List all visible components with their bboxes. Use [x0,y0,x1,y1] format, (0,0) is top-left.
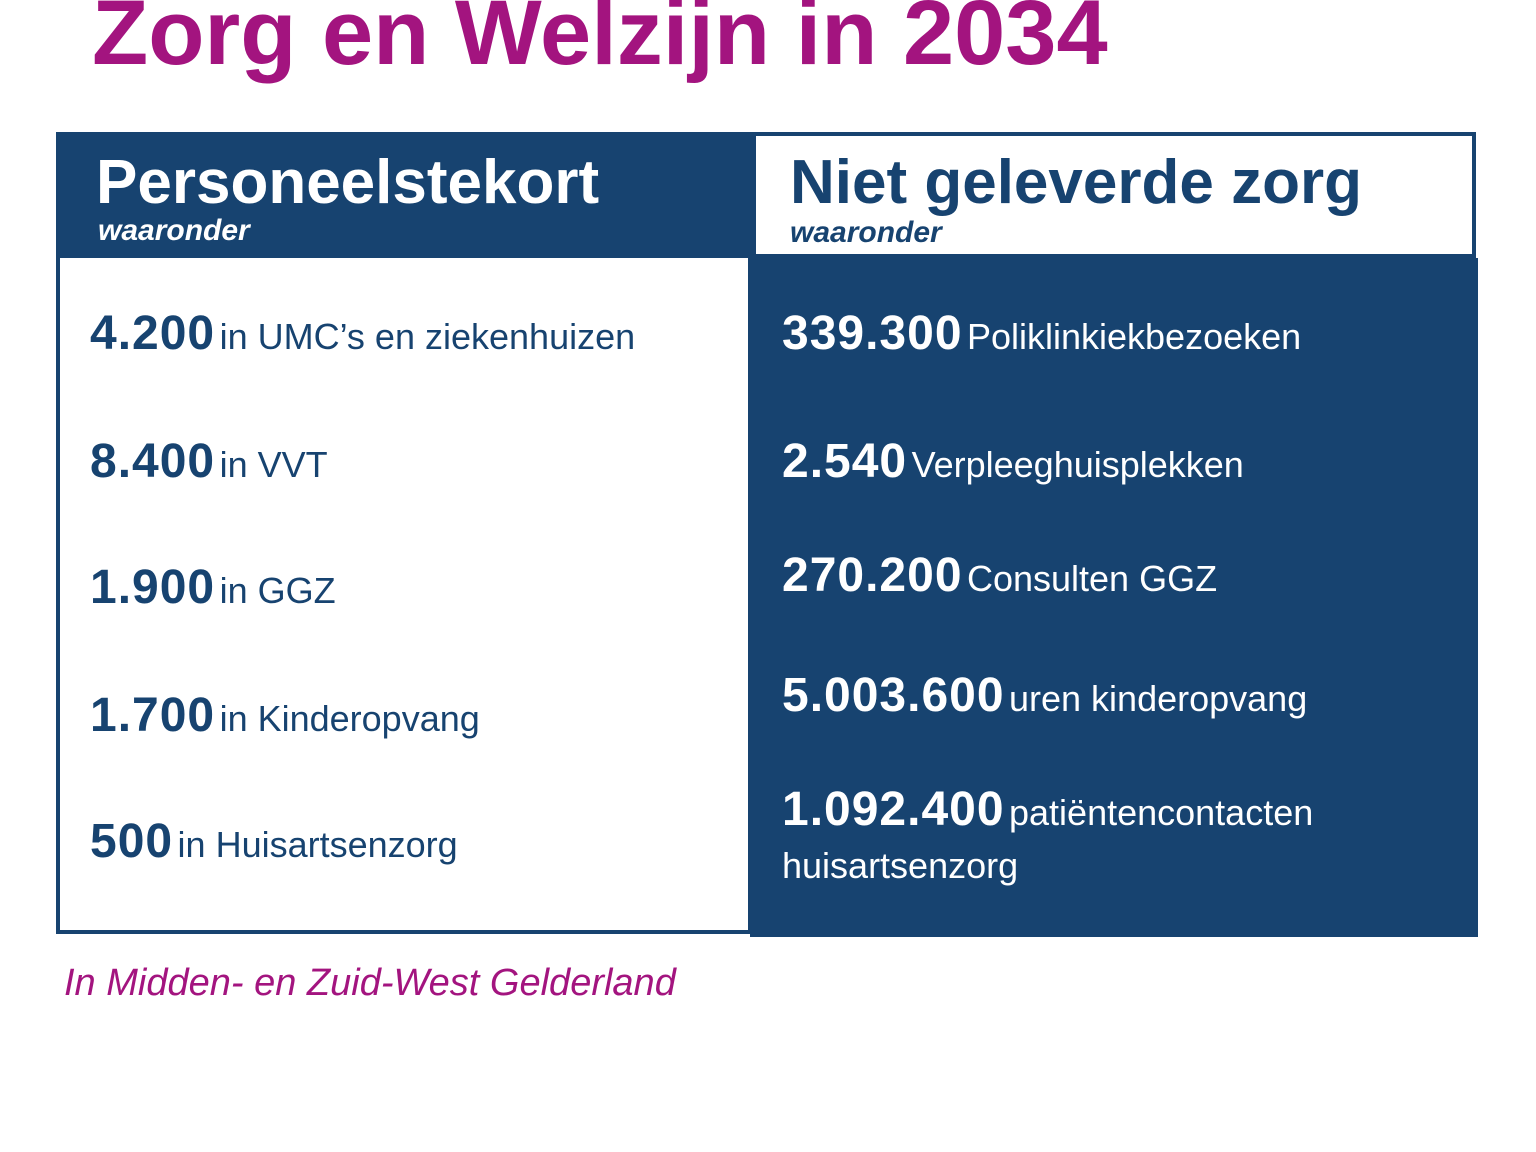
stat-label: in UMC’s en ziekenhuizen [219,316,636,357]
personeelstekort-list: 4.200 in UMC’s en ziekenhuizen 8.400 in … [56,258,752,934]
stat-label: uren kinderopvang [1009,678,1308,719]
stat-label-continued: huisartsenzorg [782,845,1019,886]
list-item: 1.700 in Kinderopvang [90,692,480,740]
stat-number: 1.092.400 [782,783,1005,836]
personeelstekort-heading: Personeelstekort [96,148,600,217]
list-item: 5.003.600 uren kinderopvang [782,672,1307,720]
stat-label: patiëntencontacten [1009,792,1314,833]
stat-label: in GGZ [219,570,336,611]
stat-number: 1.700 [90,689,216,742]
stat-label: Consulten GGZ [966,558,1218,599]
list-item: 270.200 Consulten GGZ [782,552,1217,600]
stat-number: 339.300 [782,307,963,360]
niet-geleverde-zorg-header: Niet geleverde zorg waaronder [752,132,1476,258]
stat-number: 8.400 [90,435,216,488]
stat-number: 4.200 [90,307,216,360]
list-item: 2.540 Verpleeghuisplekken [782,438,1244,486]
personeelstekort-subheading: waaronder [98,214,250,247]
list-item: 8.400 in VVT [90,438,328,486]
list-item: 1.092.400 patiëntencontacten huisartsenz… [782,786,1313,884]
list-item: 500 in Huisartsenzorg [90,818,458,866]
list-item: 339.300 Poliklinkiekbezoeken [782,310,1301,358]
stat-number: 2.540 [782,435,908,488]
stat-number: 500 [90,815,174,868]
stat-label: Poliklinkiekbezoeken [966,316,1302,357]
niet-geleverde-zorg-heading: Niet geleverde zorg [790,148,1362,217]
page-title: Zorg en Welzijn in 2034 [92,0,1108,84]
stat-label: Verpleeghuisplekken [911,444,1244,485]
stat-label: in VVT [219,444,328,485]
stat-label: in Kinderopvang [219,698,480,739]
list-item: 4.200 in UMC’s en ziekenhuizen [90,310,635,358]
stat-label: in Huisartsenzorg [177,824,458,865]
list-item: 1.900 in GGZ [90,564,336,612]
stat-number: 5.003.600 [782,669,1005,722]
stat-number: 1.900 [90,561,216,614]
niet-geleverde-zorg-subheading: waaronder [790,216,942,249]
region-footnote: In Midden- en Zuid-West Gelderland [64,962,676,1004]
stat-number: 270.200 [782,549,963,602]
personeelstekort-header: Personeelstekort waaronder [56,132,752,260]
niet-geleverde-zorg-list: 339.300 Poliklinkiekbezoeken 2.540 Verpl… [750,258,1478,937]
